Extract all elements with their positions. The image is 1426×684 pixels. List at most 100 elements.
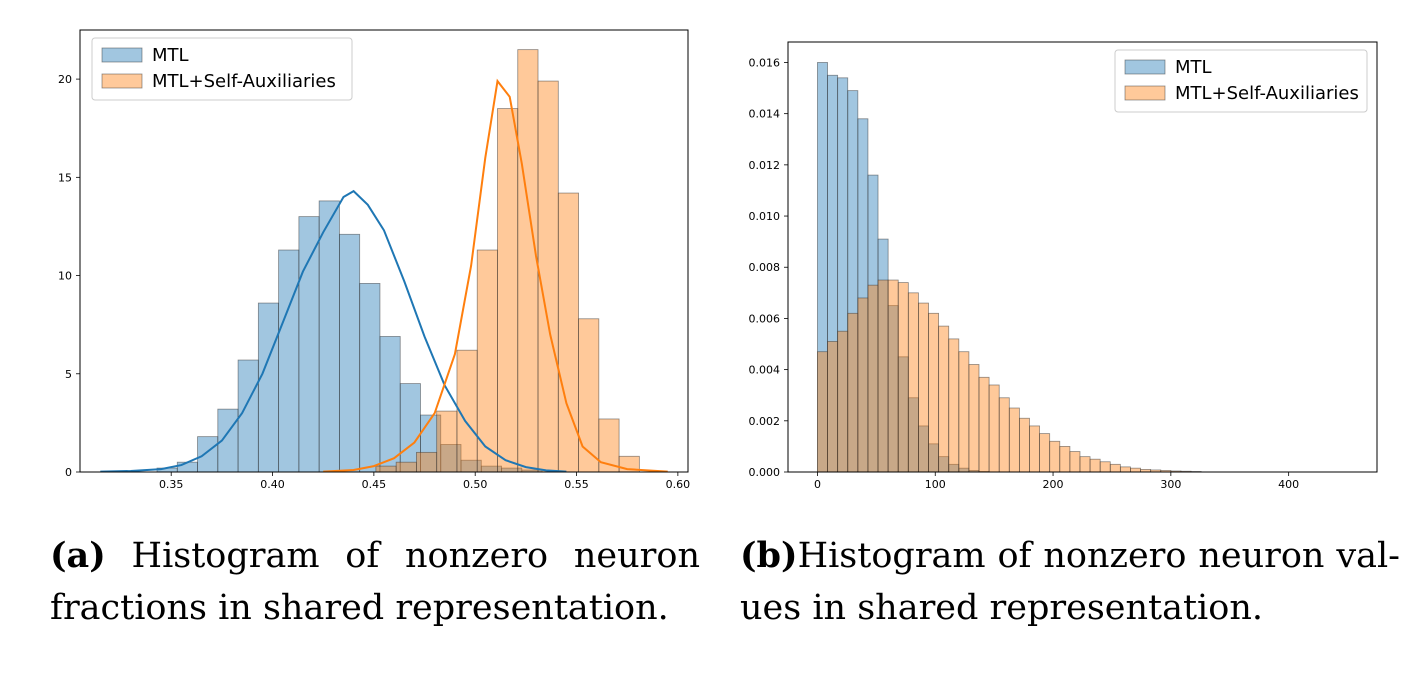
bar [918,302,929,472]
bar [298,216,320,472]
bar [827,341,839,472]
bar [867,284,879,472]
y-tick-label: 0 [65,466,72,479]
series-1-bars [817,62,990,472]
bar [257,302,280,472]
bar [877,279,889,472]
bar [968,364,980,472]
x-tick-label: 0.60 [666,478,691,491]
caption-a-label: (a) [50,535,106,576]
x-tick-label: 0 [814,478,821,491]
plot-frame [787,41,1378,473]
y-tick-label: 0.006 [749,312,781,325]
chart-b: 0 100 200 300 400 0.000 0.002 0.004 0.006 0.008 0.… [749,41,1378,491]
chart-a: 0.35 0.40 0.45 0.50 0.55 0.60 0 5 10 15 20 MTL MTL+S… [58,29,691,491]
bar [928,312,940,472]
x-tick-label: 0.50 [463,478,488,491]
bar [416,451,438,472]
y-tick-label: 0.004 [749,364,781,377]
x-tick-label: 0.35 [159,478,184,491]
bar [436,410,458,472]
y-tick-label: 0.014 [749,108,781,121]
bar [359,283,381,472]
legend-swatch [101,47,143,63]
bar [938,325,950,472]
legend: MTL MTL+Self-Auxiliaries [1114,49,1368,113]
bar [1079,456,1091,472]
bar [897,282,909,472]
bar [197,436,219,472]
bar [1008,407,1020,472]
kde-line [323,78,668,472]
bar [375,465,397,472]
caption-a-line1: Histogram of nonzero neuron [131,536,700,576]
bar [847,312,859,472]
bar [1018,417,1030,472]
caption-b: (b)Histogram of nonzero neuron val- ues … [740,530,1400,634]
bar [958,351,970,472]
legend-swatch [101,73,143,89]
legend-label: MTL+Self-Auxiliaries [1175,83,1359,104]
x-tick-label: 100 [925,478,946,491]
bar [1130,467,1141,472]
y-tick-label: 0.016 [749,56,781,69]
series-2-bars [375,49,640,472]
bar [1099,461,1111,472]
x-tick-label: 300 [1160,478,1181,491]
bar [497,108,519,472]
legend-label: MTL [152,45,189,66]
plot-area [817,62,1202,472]
legend-label: MTL+Self-Auxiliaries [152,71,336,92]
plot-area [100,49,668,472]
bar [998,397,1010,472]
bar [176,461,198,472]
y-tick-label: 0.000 [749,466,781,479]
legend: MTL MTL+Self-Auxiliaries [91,37,353,101]
caption-b-label: (b) [740,535,798,576]
bar [318,200,340,472]
bar [1029,425,1040,472]
bar [517,49,539,472]
y-tick-label: 20 [58,73,72,86]
y-tick-label: 5 [65,368,72,381]
x-tick-label: 200 [1043,478,1064,491]
kde-line [100,189,567,472]
bar [887,279,899,472]
y-tick-label: 0.008 [749,261,781,274]
y-tick-label: 15 [58,171,72,184]
caption-a: (a) Histogram of nonzero neuron fraction… [50,530,700,634]
legend-swatch [1124,85,1166,101]
y-tick-label: 0.002 [749,415,781,428]
bar [537,80,559,472]
caption-b-line1: Histogram of nonzero neuron val- [797,536,1400,576]
y-tick-label: 0.012 [749,159,781,172]
series-2-bars [817,279,1202,472]
bar [857,297,869,472]
bar [837,330,849,472]
x-tick-label: 400 [1278,478,1299,491]
x-tick-label: 0.55 [564,478,589,491]
bar [379,336,401,472]
bar [395,461,417,472]
bar [948,338,960,472]
plot-frame [79,29,689,473]
bar [339,233,361,472]
legend-swatch [1124,59,1166,75]
bar [978,376,990,472]
legend-label: MTL [1175,57,1212,78]
bar [1039,433,1051,472]
bar [278,249,300,472]
bar [1049,440,1061,472]
bar [1069,451,1081,472]
bar [817,351,828,472]
bar [578,318,600,472]
caption-b-line2: ues in shared representation. [740,588,1263,628]
x-tick-label: 0.40 [260,478,285,491]
x-tick-label: 0.45 [362,478,387,491]
bar [1089,458,1101,472]
bar [907,292,919,472]
bar [1109,463,1121,472]
bar [1119,466,1131,472]
bar [988,384,1000,472]
series-1-bars [156,200,543,472]
